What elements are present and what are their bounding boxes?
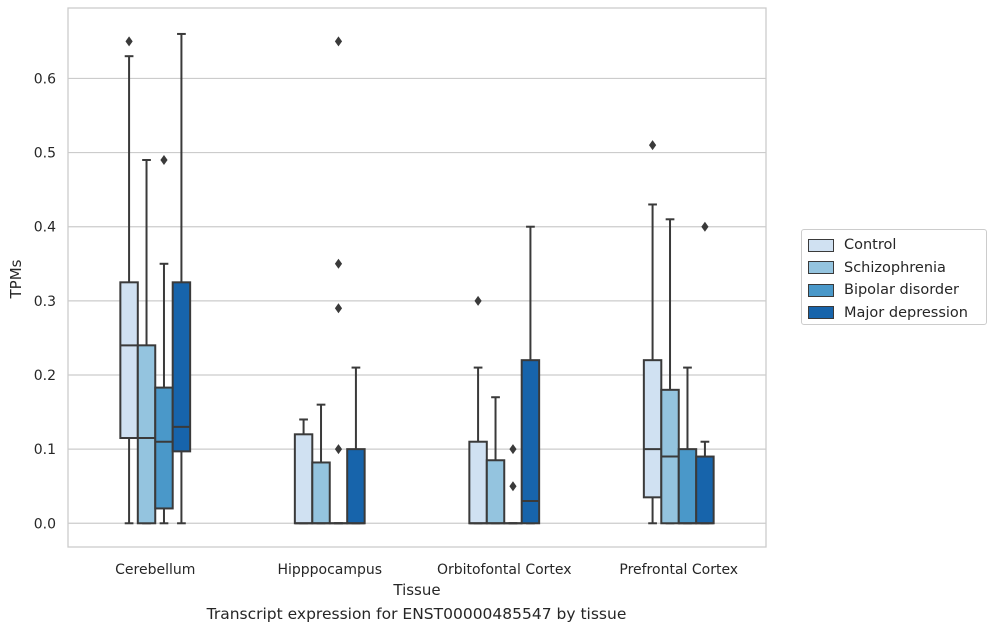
y-tick-label: 0.5	[34, 146, 56, 162]
legend: Control Schizophrenia Bipolar disorder Majo…	[801, 229, 987, 325]
box-major-depression	[346, 366, 366, 525]
iqr-box	[695, 455, 715, 525]
box-control	[293, 418, 314, 525]
box-bipolar-disorder	[677, 366, 698, 525]
y-tick-label: 0.3	[34, 294, 56, 310]
y-tick-label: 0.0	[34, 516, 56, 532]
box-major-depression	[520, 225, 541, 525]
legend-swatch	[808, 306, 834, 320]
y-tick-label: 0.2	[34, 368, 56, 384]
legend-swatch	[808, 238, 834, 252]
legend-label: Schizophrenia	[844, 259, 946, 276]
x-tick-label: Prefrontal Cortex	[619, 562, 738, 578]
legend-item: Schizophrenia	[808, 257, 986, 280]
box-bipolar-disorder	[154, 154, 174, 525]
outlier-point	[509, 481, 517, 492]
outlier-point	[701, 221, 709, 232]
outlier-point	[125, 36, 133, 47]
iqr-box	[154, 386, 174, 510]
outlier-point	[334, 303, 343, 314]
legend-label: Major depression	[844, 304, 968, 321]
legend-item: Control	[808, 234, 986, 257]
box-schizophrenia	[660, 218, 680, 525]
iqr-box	[136, 344, 157, 525]
iqr-box	[171, 281, 192, 453]
legend-swatch	[808, 261, 834, 275]
legend-label: Control	[844, 237, 897, 254]
iqr-box	[468, 440, 488, 525]
x-axis-label: Tissue	[392, 581, 440, 599]
box-schizophrenia	[311, 403, 331, 525]
box-major-depression	[695, 221, 715, 525]
iqr-box	[677, 448, 698, 525]
iqr-box	[346, 448, 366, 525]
y-axis-label: TPMs	[7, 259, 25, 299]
outlier-point	[160, 154, 168, 165]
x-tick-label: Cerebellum	[115, 562, 195, 578]
legend-item: Major depression	[808, 302, 986, 325]
x-tick-label: Orbitofontal Cortex	[437, 562, 572, 578]
y-tick-label: 0.1	[34, 442, 56, 458]
box-bipolar-disorder	[503, 444, 523, 525]
outlier-point	[334, 258, 343, 269]
iqr-box	[293, 433, 314, 525]
box-control	[468, 295, 488, 525]
box-control	[119, 36, 139, 525]
box-bipolar-disorder	[328, 36, 349, 525]
chart-caption: Transcript expression for ENST0000048554…	[206, 605, 627, 623]
legend-item: Bipolar disorder	[808, 279, 986, 302]
iqr-box	[311, 461, 331, 525]
iqr-box	[119, 281, 139, 440]
plot-frame	[67, 7, 767, 548]
box-control	[642, 140, 663, 525]
y-tick-label: 0.4	[34, 220, 56, 236]
box-major-depression	[171, 32, 192, 525]
tick-labels: 0.0 0.1 0.2 0.3 0.4 0.5 0.6 Cerebellum Hipppocam…	[34, 71, 738, 578]
outlier-point	[648, 140, 657, 151]
box-series	[119, 32, 715, 525]
outlier-point	[334, 444, 343, 455]
outlier-point	[334, 36, 343, 47]
legend-label: Bipolar disorder	[844, 282, 959, 299]
outlier-point	[509, 444, 517, 455]
iqr-box	[642, 359, 663, 499]
iqr-box	[485, 459, 506, 525]
legend-swatch	[808, 283, 834, 297]
y-tick-label: 0.6	[34, 71, 56, 87]
box-schizophrenia	[485, 396, 506, 525]
box-schizophrenia	[136, 158, 157, 525]
x-tick-label: Hipppocampus	[277, 562, 382, 578]
outlier-point	[474, 295, 482, 306]
iqr-box	[520, 359, 541, 525]
